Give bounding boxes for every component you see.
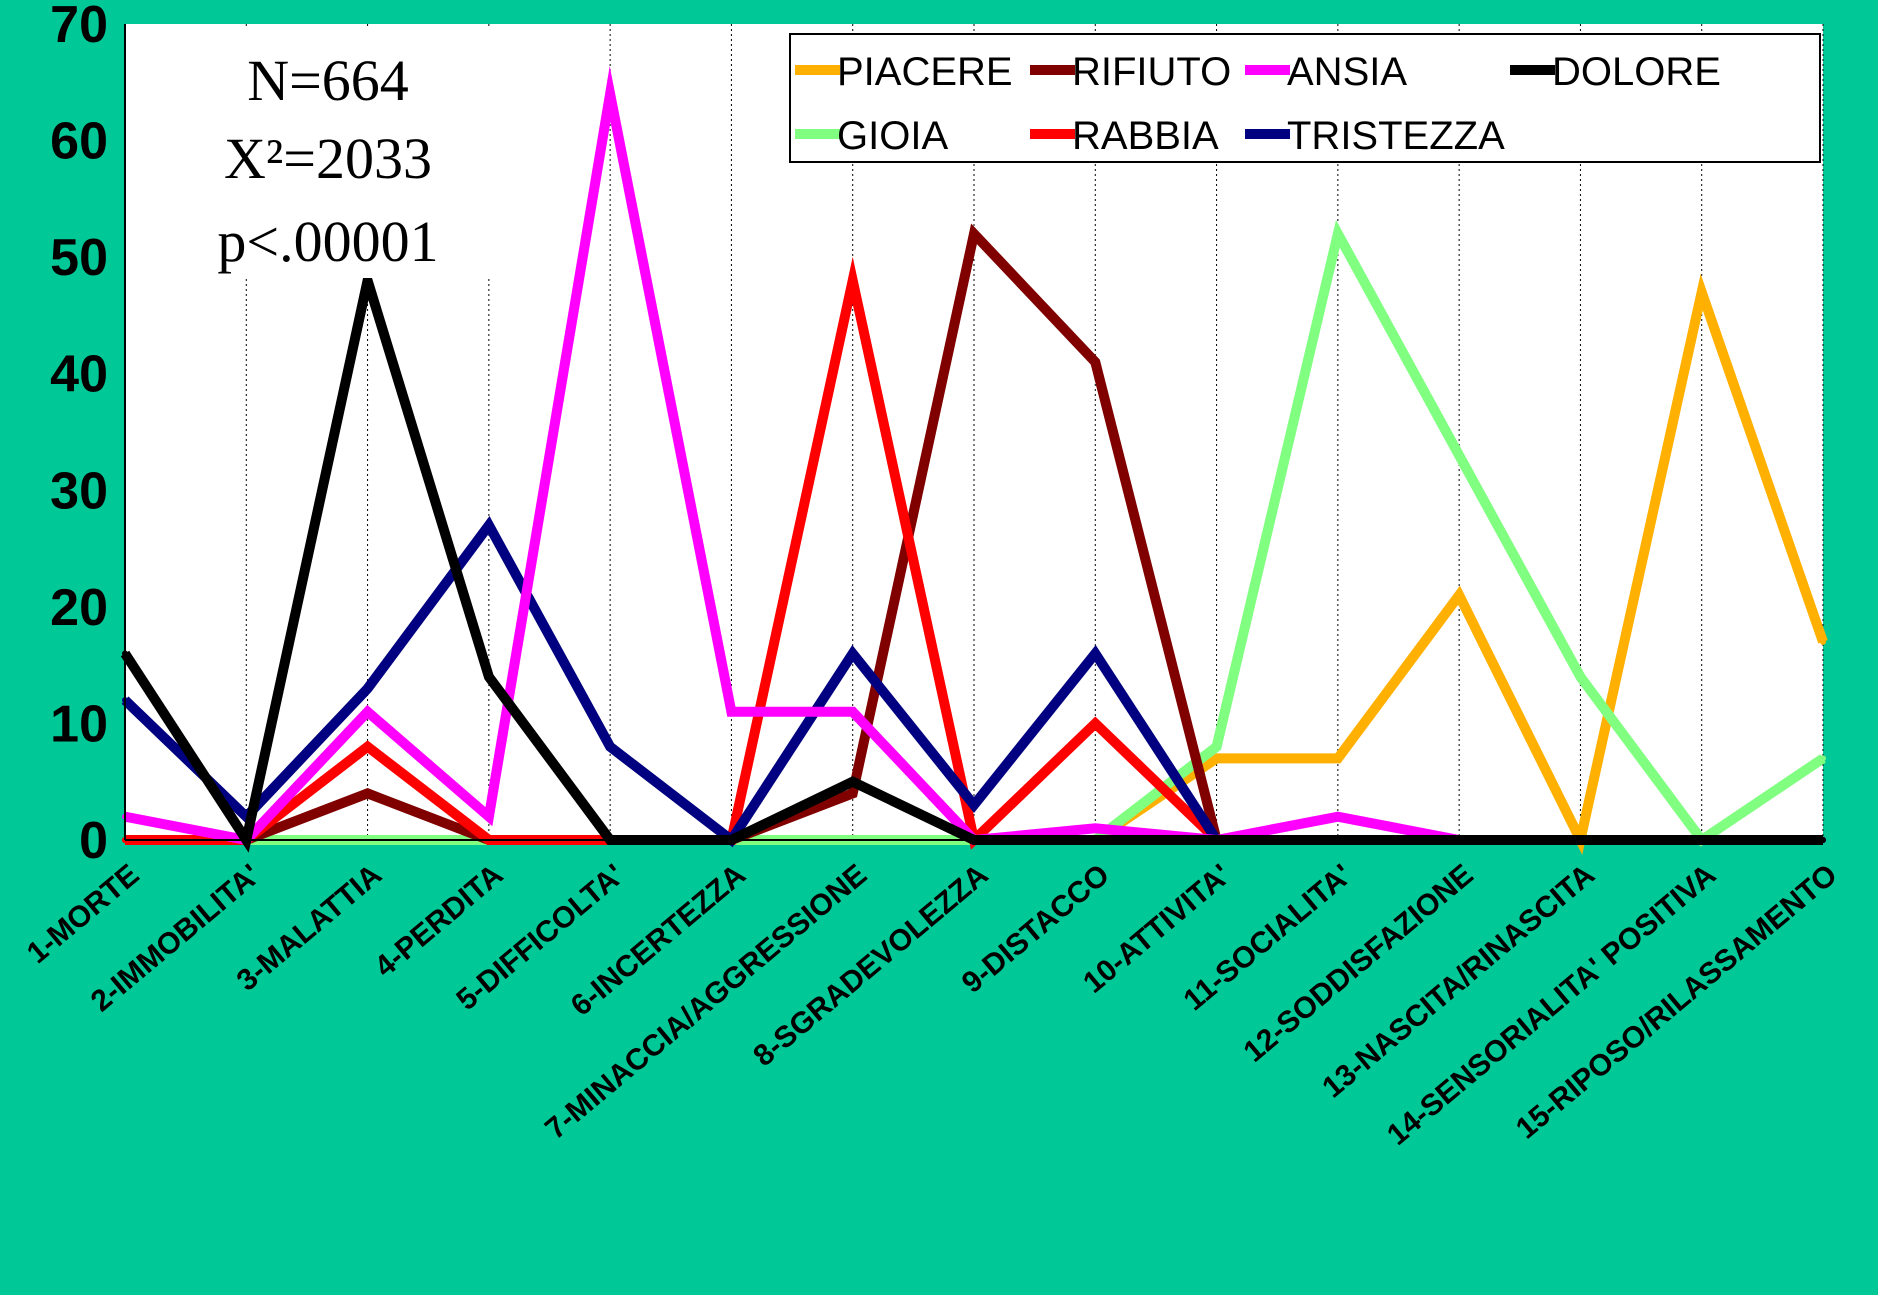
data-point-gioia — [1334, 230, 1341, 237]
data-point-tristezza — [971, 802, 977, 809]
legend-label-dolore: DOLORE — [1552, 50, 1721, 94]
legend-label-tristezza: TRISTEZZA — [1287, 114, 1505, 158]
data-point-tristezza — [485, 522, 492, 529]
data-point-ansia — [728, 708, 735, 715]
statistics-box: N=664 X²=2033 p<.00001 — [160, 26, 495, 278]
data-point-piacere — [1213, 755, 1220, 762]
stat-chi-square: X²=2033 — [224, 126, 432, 191]
data-point-dolore — [485, 673, 492, 680]
y-tick-label: 40 — [50, 346, 108, 404]
data-point-piacere — [1820, 638, 1826, 645]
y-tick-label: 20 — [50, 579, 108, 637]
data-point-ansia — [1334, 813, 1341, 820]
data-point-rabbia — [849, 277, 856, 284]
data-point-gioia — [1820, 755, 1826, 762]
data-point-ansia — [364, 708, 371, 715]
data-point-tristezza — [849, 650, 856, 657]
legend-label-rifiuto: RIFIUTO — [1072, 50, 1231, 94]
legend-label-piacere: PIACERE — [837, 50, 1013, 94]
data-point-rifiuto — [364, 790, 371, 797]
data-point-gioia — [1456, 452, 1463, 459]
data-point-piacere — [1334, 755, 1341, 762]
legend-label-ansia: ANSIA — [1287, 50, 1407, 94]
legend: PIACERE RIFIUTO ANSIA DOLORE GIOIA RABBIA TRIS… — [789, 33, 1821, 163]
y-tick-label: 30 — [50, 462, 108, 520]
y-tick-label: 60 — [50, 113, 108, 171]
legend-label-rabbia: RABBIA — [1072, 114, 1219, 158]
stat-n: N=664 — [247, 48, 409, 113]
data-point-piacere — [1456, 592, 1463, 599]
data-point-rifiuto — [849, 790, 856, 797]
data-point-ansia — [485, 813, 492, 820]
data-point-tristezza — [364, 685, 371, 692]
stat-p-value: p<.00001 — [217, 209, 438, 274]
legend-box — [789, 33, 1821, 163]
data-point-ansia — [607, 90, 614, 97]
data-point-rifiuto — [971, 230, 977, 237]
data-point-ansia — [849, 708, 856, 715]
legend-label-gioia: GIOIA — [837, 114, 948, 158]
y-tick-label: 0 — [79, 812, 108, 870]
data-point-tristezza — [1092, 650, 1099, 657]
data-point-tristezza — [607, 743, 614, 750]
data-point-gioia — [1213, 743, 1220, 750]
data-point-rifiuto — [1092, 359, 1099, 366]
data-point-dolore — [364, 277, 371, 284]
statistics-box-background — [160, 26, 495, 278]
data-point-rabbia — [1092, 720, 1099, 727]
data-point-dolore — [849, 778, 856, 785]
y-tick-label: 50 — [50, 229, 108, 287]
y-tick-label: 70 — [50, 0, 108, 54]
data-point-gioia — [1577, 673, 1584, 680]
data-point-piacere — [1698, 289, 1705, 296]
data-point-rabbia — [364, 743, 371, 750]
y-tick-label: 10 — [50, 695, 108, 753]
data-point-ansia — [1092, 825, 1099, 832]
